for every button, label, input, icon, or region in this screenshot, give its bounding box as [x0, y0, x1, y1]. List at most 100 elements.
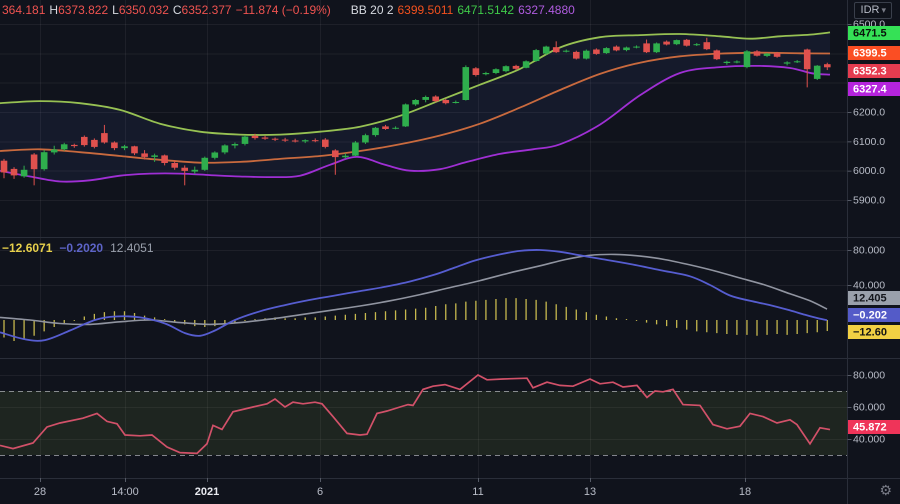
- legend-low-label: L: [112, 3, 119, 17]
- candle-body: [101, 133, 108, 143]
- price-tick-label: 40.000: [853, 280, 885, 292]
- time-axis-label: 11: [472, 486, 483, 498]
- candle-body: [301, 140, 309, 142]
- osc-histogram-value: −12.6071: [2, 241, 53, 255]
- candle-body: [452, 102, 460, 103]
- candle-body: [311, 140, 319, 142]
- candle-body: [793, 61, 801, 63]
- legend-open-value: 364.181: [2, 3, 46, 17]
- candle-body: [502, 66, 510, 72]
- price-axis-chip-label: 6399.5: [853, 48, 887, 60]
- osc-main-value: 12.4051: [110, 241, 154, 255]
- candle-body: [91, 139, 98, 147]
- candle-body: [633, 46, 640, 48]
- candle-body: [201, 157, 209, 170]
- time-axis-label: 6: [317, 486, 323, 498]
- candle-body: [653, 43, 660, 53]
- candle-body: [271, 138, 279, 140]
- price-tick-label: 80.000: [853, 245, 885, 257]
- candle-body: [412, 100, 419, 105]
- price-axis-chip: [848, 308, 900, 322]
- candle-body: [663, 41, 670, 45]
- rsi-line: [0, 373, 831, 455]
- time-axis-label: 13: [584, 486, 596, 498]
- candle-body: [432, 96, 439, 102]
- candle-body: [362, 135, 369, 143]
- candle-body: [352, 142, 359, 156]
- candle-body: [783, 62, 791, 64]
- price-axis-chip-label: 45.872: [853, 422, 887, 434]
- candle-body: [151, 155, 158, 157]
- candle-body: [472, 68, 480, 75]
- price-axis-chip-label: −0.202: [853, 310, 887, 322]
- price-axis-chip: [848, 26, 900, 40]
- bb-lower-value: 6327.4880: [518, 3, 575, 17]
- candle-body: [422, 97, 429, 100]
- candle-body: [231, 144, 239, 146]
- bb-upper-value: 6471.5142: [457, 3, 515, 17]
- price-tick-label: 80.000: [853, 370, 885, 382]
- candle-body: [40, 152, 48, 170]
- candle-body: [613, 46, 620, 51]
- settings-gear-icon[interactable]: ⚙: [879, 482, 892, 498]
- osc-signal-value: −0.2020: [59, 241, 104, 255]
- candle-body: [291, 140, 299, 142]
- candle-body: [713, 50, 721, 60]
- price-tick-label: 5900.0: [853, 195, 885, 207]
- price-axis-chip-label: 12.405: [853, 293, 887, 305]
- candle-body: [171, 163, 178, 168]
- legend-low-value: 6350.032: [118, 3, 169, 17]
- bollinger-upper-band: [0, 31, 831, 136]
- candle-body: [111, 142, 118, 149]
- legend-close-value: 6352.377: [181, 3, 232, 17]
- candle-body: [482, 73, 490, 75]
- bollinger-lower-band: [0, 64, 831, 183]
- legend-change-value: −11.874 (−0.19%): [235, 3, 331, 17]
- candle-body: [824, 64, 831, 68]
- candle-body: [492, 69, 500, 73]
- candle-body: [181, 167, 188, 171]
- ohlc-legend: 364.181 H6373.822 L6350.032 C6352.377 −11.87…: [2, 3, 579, 17]
- currency-label: IDR: [860, 4, 880, 16]
- candle-body: [332, 150, 339, 158]
- time-axis-label: 28: [34, 486, 46, 498]
- bollinger-basis-line: [0, 51, 831, 164]
- candle-body: [442, 100, 450, 104]
- candle-body: [372, 127, 379, 136]
- candle-body: [773, 53, 781, 57]
- legend-high-value: 6373.822: [58, 3, 109, 17]
- price-tick-label: 6200.0: [853, 107, 885, 119]
- candle-body: [342, 155, 349, 158]
- candle-body: [221, 145, 229, 153]
- candle-body: [382, 126, 389, 129]
- candle-body: [161, 155, 168, 163]
- candle-body: [803, 49, 811, 70]
- candle-body: [261, 137, 269, 139]
- legend-close-label: C: [172, 3, 182, 17]
- price-axis-chip-label: 6327.4: [853, 84, 888, 96]
- price-axis-chip-label: −12.60: [853, 327, 887, 339]
- candle-body: [20, 169, 28, 177]
- bollinger-indicator-label: BB 20 2: [350, 3, 394, 17]
- candle-body: [10, 168, 18, 176]
- candle-body: [211, 152, 219, 158]
- candle-body: [241, 136, 249, 144]
- candle-body: [50, 149, 58, 153]
- candle-body: [703, 42, 711, 50]
- candle-body: [603, 48, 610, 54]
- price-tick-label: 40.000: [853, 434, 885, 446]
- candle-body: [191, 169, 199, 172]
- candle-body: [733, 61, 741, 63]
- currency-selector[interactable]: IDR ▾: [853, 2, 892, 19]
- price-axis-chip: [848, 46, 900, 60]
- candle-body: [593, 49, 600, 54]
- chevron-down-icon: ▾: [881, 5, 886, 15]
- price-axis-chip: [848, 64, 900, 78]
- candle-body: [121, 146, 128, 149]
- candle-body: [281, 139, 289, 141]
- oscillator-legend: −12.6071 −0.2020 12.4051: [2, 241, 161, 255]
- price-axis-chip: [848, 82, 900, 96]
